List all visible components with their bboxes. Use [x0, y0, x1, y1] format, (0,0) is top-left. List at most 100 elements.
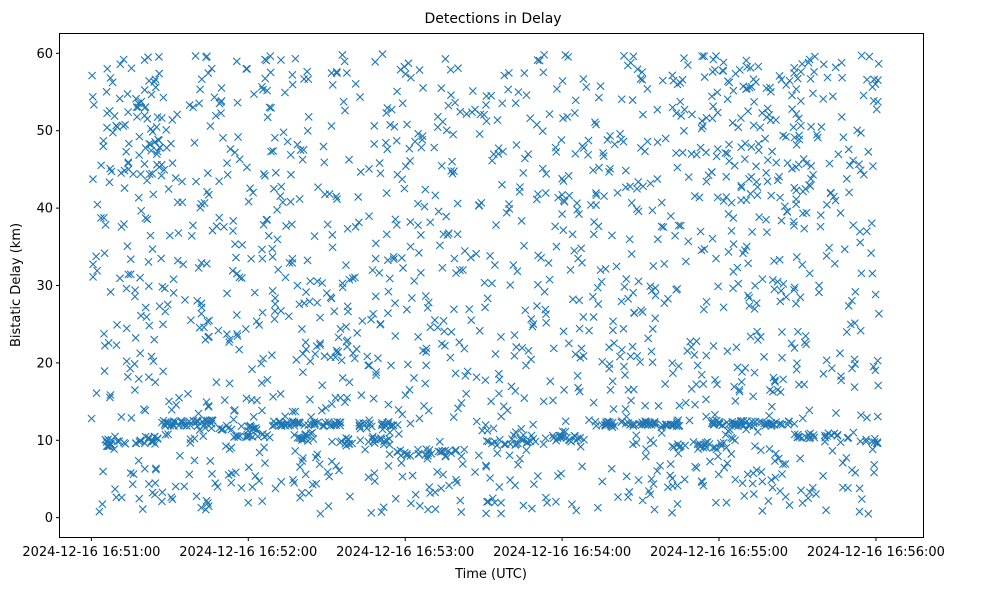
detection-point	[598, 357, 607, 366]
detection-point	[713, 88, 722, 97]
detection-point	[383, 104, 392, 113]
detection-point	[231, 240, 240, 249]
detection-point	[318, 278, 327, 287]
detection-point	[496, 332, 505, 341]
detection-point	[490, 498, 499, 507]
detection-point	[153, 434, 162, 443]
detection-point	[367, 508, 376, 517]
detection-point	[276, 306, 285, 315]
detection-point	[246, 184, 255, 193]
detection-point	[362, 419, 371, 428]
detection-point	[762, 168, 771, 177]
detection-point	[142, 313, 151, 322]
detection-point	[859, 170, 868, 179]
detection-point	[365, 212, 374, 221]
detection-point	[637, 306, 646, 315]
detection-point	[808, 89, 817, 98]
detection-point	[149, 357, 158, 366]
detection-point	[165, 397, 173, 406]
detection-point	[734, 123, 743, 132]
detection-point	[838, 73, 847, 82]
detection-point	[607, 420, 616, 429]
detection-point	[292, 355, 301, 364]
detection-point	[579, 75, 588, 83]
detection-point	[711, 498, 720, 507]
detection-point	[822, 506, 831, 515]
detection-point	[755, 213, 764, 222]
detection-point	[144, 257, 153, 266]
detection-point	[355, 422, 364, 431]
detection-point	[804, 494, 813, 503]
detection-point	[233, 332, 242, 341]
y-tick-label: 20	[36, 356, 53, 371]
detection-point	[299, 145, 308, 154]
detection-point	[222, 330, 231, 339]
detection-point	[840, 245, 849, 254]
detection-point	[521, 361, 530, 370]
detection-point	[777, 216, 786, 225]
detection-point	[398, 472, 407, 481]
detection-point	[480, 278, 489, 287]
detection-point	[124, 158, 133, 167]
detection-point	[722, 443, 731, 452]
detection-point	[529, 480, 538, 489]
detection-point	[449, 305, 458, 314]
detection-point	[529, 420, 538, 429]
detection-point	[862, 413, 871, 422]
detection-point	[257, 379, 266, 388]
detection-point	[579, 312, 588, 321]
detection-point	[342, 68, 351, 77]
detection-point	[542, 169, 551, 178]
detection-point	[578, 462, 587, 471]
detection-point	[446, 65, 455, 74]
detection-point	[369, 437, 378, 446]
detection-point	[306, 357, 315, 366]
detection-point	[257, 359, 266, 368]
detection-point	[836, 438, 845, 447]
detection-point	[798, 499, 807, 507]
detection-point	[434, 207, 443, 216]
detection-point	[124, 159, 133, 168]
detection-point	[474, 451, 483, 460]
detection-point	[765, 445, 774, 453]
detection-point	[255, 320, 264, 329]
detection-point	[115, 437, 124, 446]
x-tick-label: 2024-12-16 16:55:00	[650, 545, 788, 560]
detection-point	[728, 434, 737, 443]
detection-point	[609, 317, 618, 326]
detection-point	[663, 421, 672, 430]
detection-point	[327, 457, 336, 466]
detection-point	[303, 126, 312, 135]
detection-point	[277, 182, 286, 191]
detection-point	[282, 222, 291, 231]
detection-point	[433, 467, 442, 476]
detection-point	[577, 244, 586, 253]
detection-point	[325, 190, 334, 199]
detection-point	[197, 258, 206, 267]
detection-point	[707, 92, 716, 101]
detection-point	[141, 303, 150, 312]
detection-point	[202, 496, 211, 505]
detection-point	[420, 202, 429, 211]
detection-point	[361, 445, 370, 454]
detection-point	[163, 300, 172, 309]
detection-point	[336, 418, 345, 427]
detection-point	[126, 255, 135, 264]
detection-point	[151, 378, 160, 387]
detection-point	[144, 479, 153, 488]
detection-point	[730, 161, 739, 170]
detection-point	[763, 104, 772, 113]
detection-point	[332, 192, 341, 201]
detection-point	[462, 109, 471, 118]
detection-point	[780, 202, 789, 211]
detection-point	[563, 112, 572, 121]
detection-point	[873, 97, 882, 106]
detection-point	[88, 175, 97, 184]
detection-point	[442, 212, 451, 221]
detection-point	[761, 134, 770, 143]
detection-point	[498, 99, 507, 108]
detection-point	[371, 371, 380, 380]
detection-point	[100, 367, 109, 376]
detection-point	[192, 492, 201, 501]
detection-point	[800, 380, 809, 389]
